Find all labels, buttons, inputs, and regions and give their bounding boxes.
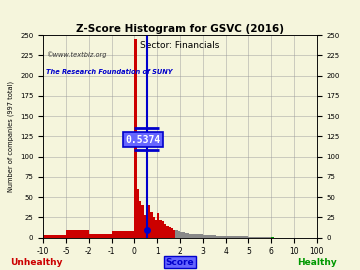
Bar — [207, 235, 212, 238]
Bar — [212, 235, 216, 238]
Bar — [144, 215, 146, 238]
Bar — [89, 234, 112, 238]
Bar — [171, 228, 173, 238]
Bar — [182, 232, 185, 238]
Bar — [260, 237, 271, 238]
Bar — [173, 230, 175, 238]
Bar — [203, 235, 207, 238]
Bar — [226, 236, 237, 238]
Bar — [148, 205, 150, 238]
Bar — [180, 232, 182, 238]
Text: 0.5374: 0.5374 — [126, 134, 161, 145]
Bar — [162, 221, 164, 238]
Bar — [164, 224, 166, 238]
Bar — [139, 201, 141, 238]
Bar — [150, 212, 153, 238]
Text: Sector: Financials: Sector: Financials — [140, 41, 220, 50]
Text: Score: Score — [166, 258, 194, 266]
Bar — [187, 233, 189, 238]
Bar — [198, 234, 201, 238]
Bar — [112, 231, 134, 238]
Bar — [175, 230, 178, 238]
Bar — [166, 226, 168, 238]
Bar — [248, 237, 260, 238]
Bar — [168, 227, 171, 238]
Bar — [221, 236, 226, 238]
Text: ©www.textbiz.org: ©www.textbiz.org — [46, 52, 107, 58]
Bar — [178, 231, 180, 238]
Bar — [134, 39, 137, 238]
Text: Unhealthy: Unhealthy — [10, 258, 62, 266]
Text: Healthy: Healthy — [297, 258, 337, 266]
Title: Z-Score Histogram for GSVC (2016): Z-Score Histogram for GSVC (2016) — [76, 24, 284, 34]
Text: The Research Foundation of SUNY: The Research Foundation of SUNY — [46, 69, 172, 75]
Bar — [201, 234, 203, 238]
Bar — [66, 230, 89, 238]
Bar — [194, 234, 196, 238]
Bar — [153, 217, 155, 238]
Bar — [141, 205, 144, 238]
Bar — [146, 193, 148, 238]
Y-axis label: Number of companies (997 total): Number of companies (997 total) — [8, 81, 14, 192]
Bar — [237, 236, 248, 238]
Bar — [43, 235, 66, 238]
Bar — [159, 220, 162, 238]
Bar — [157, 213, 159, 238]
Bar — [155, 220, 157, 238]
Bar — [271, 237, 274, 238]
Bar — [196, 234, 198, 238]
Bar — [185, 233, 187, 238]
Bar — [137, 189, 139, 238]
Bar — [192, 234, 194, 238]
Bar — [189, 234, 192, 238]
Bar — [216, 236, 221, 238]
